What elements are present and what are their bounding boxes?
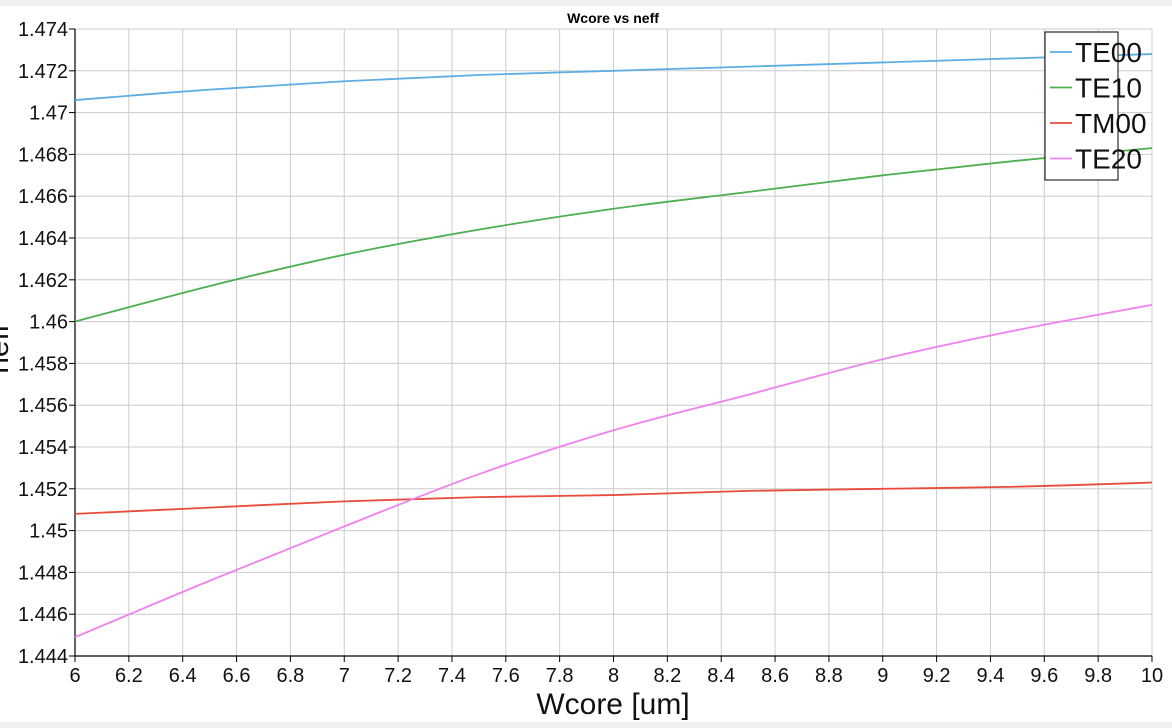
line-chart: Wcore vs neff 6 6.2 6.4 6.6 6.8 7 7.2 7.4 7.6 7.8… [0,10,1163,721]
y-tick-label: 1.46 [29,312,68,334]
y-tick-label: 1.458 [18,353,68,375]
y-tick-label: 1.446 [18,604,68,626]
y-axis-label: neff [0,324,15,374]
y-tick-label: 1.454 [18,437,68,459]
y-tick-label: 1.45 [29,521,68,543]
y-tick-label: 1.468 [18,144,68,166]
legend-box [1044,31,1119,181]
x-tick-label: 6.2 [115,665,143,687]
x-tick-label: 9.6 [1030,665,1058,687]
legend-label-te20: TE20 [1075,144,1142,175]
x-tick-label: 9.4 [977,665,1005,687]
axes: 6 6.2 6.4 6.6 6.8 7 7.2 7.4 7.6 7.8 8 8.2 8.4 8.6 8.8 9… [18,19,1163,687]
x-tick-label: 7 [339,665,350,687]
x-axis-label: Wcore [um] [536,688,689,721]
legend-label-tm00: TM00 [1075,108,1147,139]
legend: TE00 TE10 TM00 TE20 [1044,31,1147,181]
x-tick-label: 6 [69,665,80,687]
series-line-tm00 [74,481,1153,515]
x-tick-label: 8 [608,665,619,687]
y-tick-label: 1.47 [29,103,68,125]
x-tick-label: 8.2 [653,665,681,687]
x-tick-label: 7.4 [438,665,466,687]
x-tick-label: 8.8 [815,665,843,687]
series-line-te20 [74,303,1153,639]
legend-label-te00: TE00 [1075,37,1142,68]
chart-title: Wcore vs neff [567,10,659,26]
x-tick-label: 6.4 [169,665,197,687]
x-tick-label: 9 [877,665,888,687]
x-tick-label: 7.8 [546,665,574,687]
y-tick-label: 1.472 [18,61,68,83]
y-tick-label: 1.466 [18,186,68,208]
x-tick-label: 8.6 [761,665,789,687]
y-tick-label: 1.464 [18,228,68,250]
chart-container: Wcore vs neff 6 6.2 6.4 6.6 6.8 7 7.2 7.4 7.6 7.8… [0,6,1172,722]
x-tick-label: 7.2 [384,665,412,687]
legend-label-te10: TE10 [1075,73,1142,104]
y-tick-label: 1.452 [18,479,68,501]
x-tick-label: 6.6 [223,665,251,687]
x-tick-label: 10 [1141,665,1163,687]
grid-lines [74,28,1153,657]
x-tick-label: 9.2 [923,665,951,687]
series-lines [74,53,1153,639]
y-tick-label: 1.456 [18,395,68,417]
y-tick-label: 1.444 [18,646,68,668]
series-line-te00 [74,53,1153,101]
y-tick-label: 1.448 [18,562,68,584]
x-tick-label: 6.8 [276,665,304,687]
x-tick-label: 7.6 [492,665,520,687]
series-line-te10 [74,147,1153,323]
y-tick-label: 1.474 [18,19,68,41]
x-tick-label: 9.8 [1084,665,1112,687]
x-tick-label: 8.4 [707,665,735,687]
y-tick-label: 1.462 [18,270,68,292]
